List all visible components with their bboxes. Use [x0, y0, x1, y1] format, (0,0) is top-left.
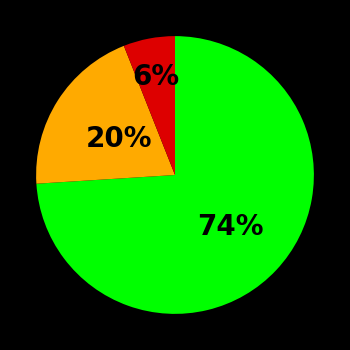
Text: 74%: 74% — [197, 213, 264, 241]
Wedge shape — [36, 46, 175, 184]
Wedge shape — [36, 36, 314, 314]
Wedge shape — [124, 36, 175, 175]
Text: 20%: 20% — [85, 125, 152, 153]
Text: 6%: 6% — [133, 63, 180, 91]
